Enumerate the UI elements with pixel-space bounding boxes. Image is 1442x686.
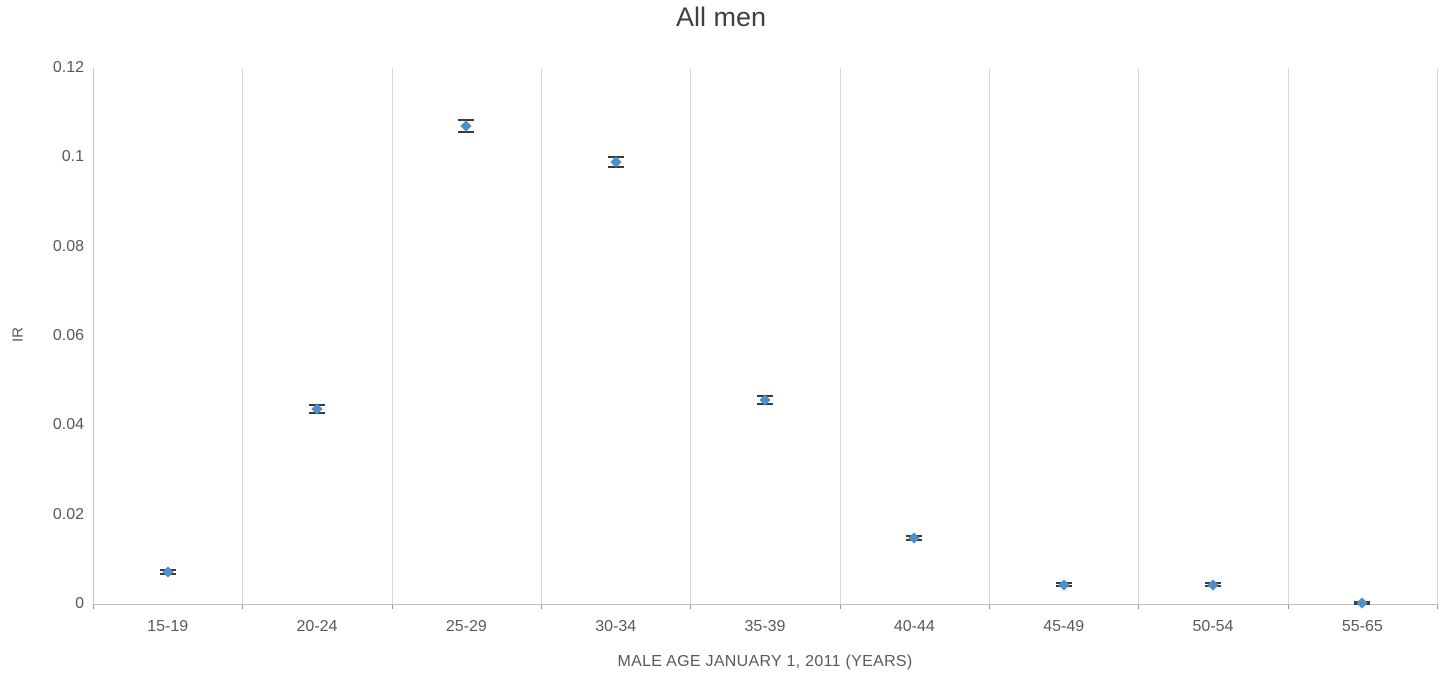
x-tick-label: 20-24 [296,618,338,635]
y-tick-label: 0 [75,595,84,612]
y-axis-line [93,68,94,604]
vertical-gridline [1437,68,1438,604]
x-tick-label: 40-44 [893,618,935,635]
vertical-gridline [242,68,244,604]
chart-title: All men [675,2,767,32]
data-point-marker [161,566,174,578]
vertical-gridline [1287,68,1289,604]
vertical-gridline [989,68,990,604]
y-tick-label: 0.06 [52,327,84,344]
y-tick-label: 0.1 [61,148,84,166]
error-bar-cap-top [458,119,475,122]
x-tick-label: 55-65 [1341,618,1383,635]
x-axis-tick [839,605,841,609]
x-axis-tick [989,605,990,609]
vertical-gridline [541,68,542,604]
x-axis-tick [1437,605,1438,609]
data-point-marker [1207,579,1219,591]
x-axis-tick [1287,605,1289,609]
data-point-marker [1057,579,1070,591]
y-tick-label: 0.02 [52,505,84,523]
y-tick-label: 0.04 [52,416,84,434]
x-axis-tick [242,605,244,609]
x-axis-tick [1138,605,1140,609]
y-tick-label: 0.08 [52,237,84,255]
x-axis-tick [541,605,542,609]
vertical-gridline [1138,68,1140,604]
vertical-gridline [391,68,393,604]
data-point-marker [908,532,920,544]
vertical-gridline [690,68,692,604]
x-tick-label: 15-19 [147,618,189,635]
x-axis-line [93,604,1438,605]
x-axis-tick [690,605,692,609]
x-axis-title: MALE AGE JANUARY 1, 2011 (YEARS) [617,653,913,670]
vertical-gridline [839,68,841,604]
y-tick-label: 0.12 [52,59,84,76]
x-tick-label: 35-39 [744,618,786,635]
data-point-marker [1356,596,1368,609]
x-axis-tick [93,605,94,609]
x-tick-label: 45-49 [1043,618,1085,635]
x-tick-label: 50-54 [1192,618,1234,635]
x-tick-label: 30-34 [595,618,637,635]
x-axis-tick [391,605,393,609]
plot-area [93,68,1438,609]
x-tick-label: 25-29 [445,618,487,635]
error-bar-cap-bottom [458,130,475,133]
